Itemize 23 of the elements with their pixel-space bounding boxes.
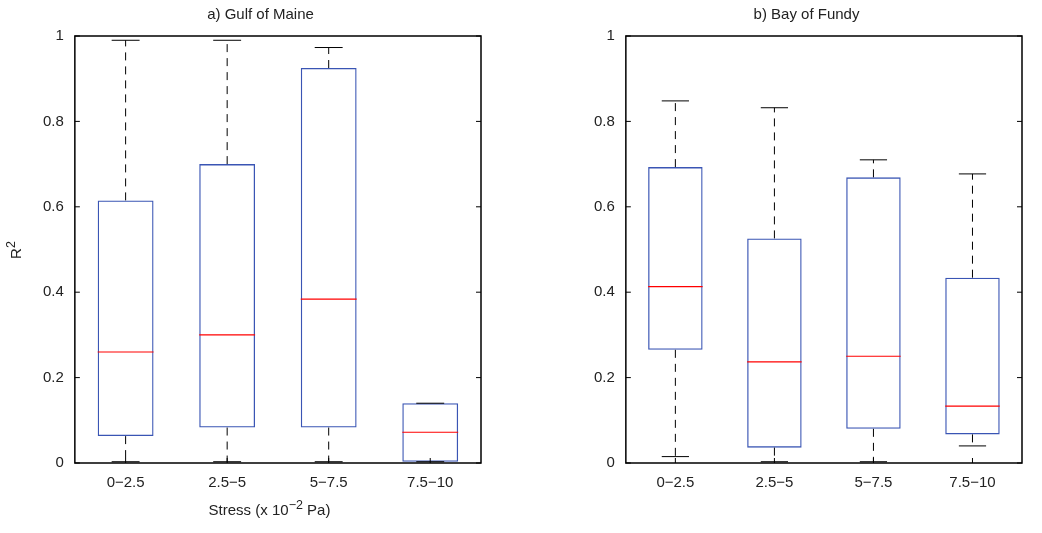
x-tick-label: 0−2.5 xyxy=(106,473,145,491)
y-tick-label: 0 xyxy=(606,453,615,471)
x-tick-label: 2.5−5 xyxy=(755,473,794,491)
y-tick-label: 0.6 xyxy=(42,196,64,214)
x-tick-label: 7.5−10 xyxy=(949,473,996,491)
x-axis-title: Stress (x 10$^{−2}$ Pa) xyxy=(207,498,332,518)
x-tick-label: 5−7.5 xyxy=(309,473,348,491)
x-tick-label: 2.5−5 xyxy=(208,473,247,491)
y-tick-label: 0.8 xyxy=(42,111,64,129)
y-tick-label: 0 xyxy=(55,453,64,471)
y-tick-label: 1 xyxy=(55,26,64,44)
chart-title: a) Gulf of Maine xyxy=(207,5,314,23)
x-tick-label: 5−7.5 xyxy=(854,473,893,491)
y-tick-label: 0.2 xyxy=(593,367,615,385)
y-tick-label: 0.4 xyxy=(593,282,615,300)
y-tick-label: 0.6 xyxy=(593,196,615,214)
y-tick-label: 1 xyxy=(606,26,615,44)
x-tick-label: 0−2.5 xyxy=(656,473,695,491)
x-tick-label: 7.5−10 xyxy=(407,473,454,491)
y-tick-label: 0.2 xyxy=(42,367,64,385)
y-tick-label: 0.8 xyxy=(593,111,615,129)
y-tick-label: 0.4 xyxy=(42,282,64,300)
chart-title: b) Bay of Fundy xyxy=(753,5,860,23)
